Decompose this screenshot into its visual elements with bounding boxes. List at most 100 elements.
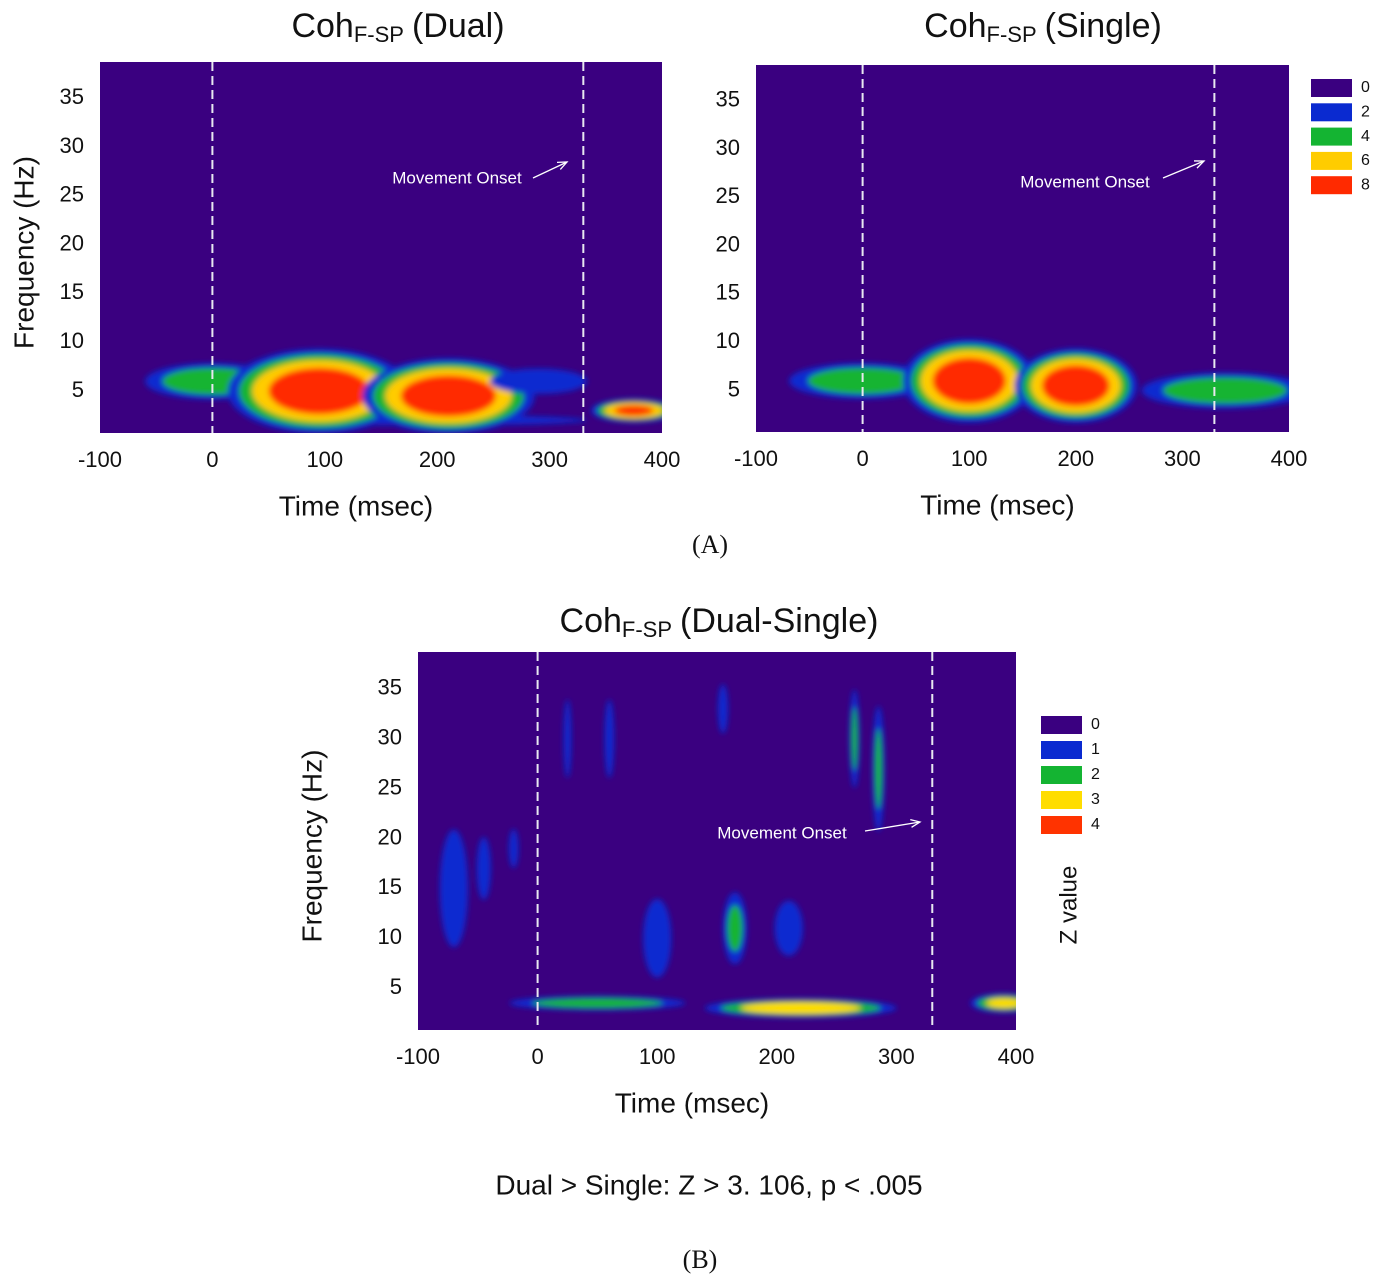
x-tick-label: 0 [856,446,868,471]
y-axis-label: Frequency (Hz) [8,156,39,349]
heat-blob [643,899,672,978]
legend-label: 2 [1361,104,1370,121]
x-tick-label: 0 [206,447,218,472]
title-main: Coh [924,7,986,45]
heat-contour [614,405,654,416]
title-suffix: (Dual) [412,7,505,45]
heat-blob [604,699,615,779]
y-tick-label: 5 [390,974,402,999]
x-tick-label: 300 [1164,446,1201,471]
legend-swatch [1311,151,1352,170]
heat-blob [723,892,747,965]
heat-blob [489,368,587,394]
heat-contour [400,375,497,417]
legend-label: 0 [1361,79,1370,96]
legend-label: 4 [1091,816,1100,833]
heat-contour [532,997,663,1009]
heat-contour [476,837,491,900]
legend-swatch [1041,741,1082,759]
x-tick-label: 0 [531,1044,543,1069]
heat-contour [851,707,858,771]
annotation-arrow [532,161,568,179]
legend-swatch [1041,816,1082,834]
legend-label: 1 [1091,741,1100,758]
x-tick-label: 200 [758,1044,795,1069]
heat-blob [849,689,860,789]
x-tick-label: 200 [1057,446,1094,471]
title-suffix: (Single) [1045,7,1162,45]
x-tick-label: 100 [951,446,988,471]
heat-blob [704,998,897,1018]
heat-contour [268,367,370,415]
y-tick-label: 5 [728,376,740,401]
y-tick-label: 35 [378,675,402,700]
y-tick-label: 30 [60,133,84,158]
heat-blob [227,348,411,433]
heat-contour [489,368,587,394]
legend-swatch [1311,79,1352,97]
legend-label: 2 [1091,766,1100,783]
heat-contour [774,900,803,956]
heat-blob [774,900,803,956]
legend-swatch [1311,127,1352,146]
heat-blob [872,705,885,832]
heat-contour [718,684,728,734]
annotation: Movement Onset [392,168,522,187]
y-axis-label: Frequency (Hz) [296,750,327,943]
heat-blob [902,339,1036,423]
heat-contour [727,905,743,952]
plot-area [756,65,1289,432]
heat-contour [1163,377,1287,404]
legend-label: 3 [1091,791,1100,808]
heat-contour [1041,365,1110,407]
x-tick-label: -100 [78,447,122,472]
y-tick-label: 15 [378,874,402,899]
legend-swatch [1311,176,1352,195]
x-tick-label: -100 [396,1044,440,1069]
heat-layer [439,684,1016,1018]
chart-title: CohF-SP (Dual) [291,7,504,47]
heat-layer [788,339,1289,423]
annotation: Movement Onset [1020,172,1150,191]
legend-label: 8 [1361,176,1370,193]
heat-blob [508,828,519,869]
y-tick-label: 25 [716,183,740,208]
x-axis-label: Time (msec) [279,490,434,521]
colorbar-label: Z value [1055,866,1082,945]
heat-blob [509,996,686,1010]
y-tick-label: 30 [716,135,740,160]
legend-label: 0 [1091,716,1100,733]
heat-contour [874,728,883,809]
y-tick-label: 15 [60,279,84,304]
x-tick-label: 400 [998,1044,1035,1069]
legend-label: 4 [1361,128,1370,145]
title-subscript: F-SP [622,617,672,642]
y-tick-label: 35 [60,84,84,109]
heat-blob [970,993,1016,1013]
y-tick-label: 20 [716,231,740,256]
heat-blob [439,829,468,948]
heat-blob [362,358,535,433]
legend-label: 6 [1361,152,1370,169]
heat-blob [563,699,572,779]
title-subscript: F-SP [987,22,1037,47]
heat-contour [740,1002,861,1014]
x-tick-label: 400 [644,447,681,472]
y-tick-label: 25 [378,774,402,799]
footnote: Dual > Single: Z > 3. 106, p < .005 [495,1169,922,1200]
heat-contour [439,829,468,948]
chart-title: CohF-SP (Dual-Single) [560,602,879,642]
y-tick-label: 20 [60,230,84,255]
panel-label: (B) [683,1245,718,1274]
x-tick-label: 300 [531,447,568,472]
title-subscript: F-SP [354,22,404,47]
arrow-head [910,819,922,828]
annotation-arrow [1162,160,1205,179]
heat-blob [1014,348,1137,423]
y-tick-label: 15 [716,280,740,305]
panel-label: (A) [692,530,728,559]
legend-swatch [1041,766,1082,784]
heat-contour [643,899,672,978]
legend-swatch [1041,716,1082,734]
